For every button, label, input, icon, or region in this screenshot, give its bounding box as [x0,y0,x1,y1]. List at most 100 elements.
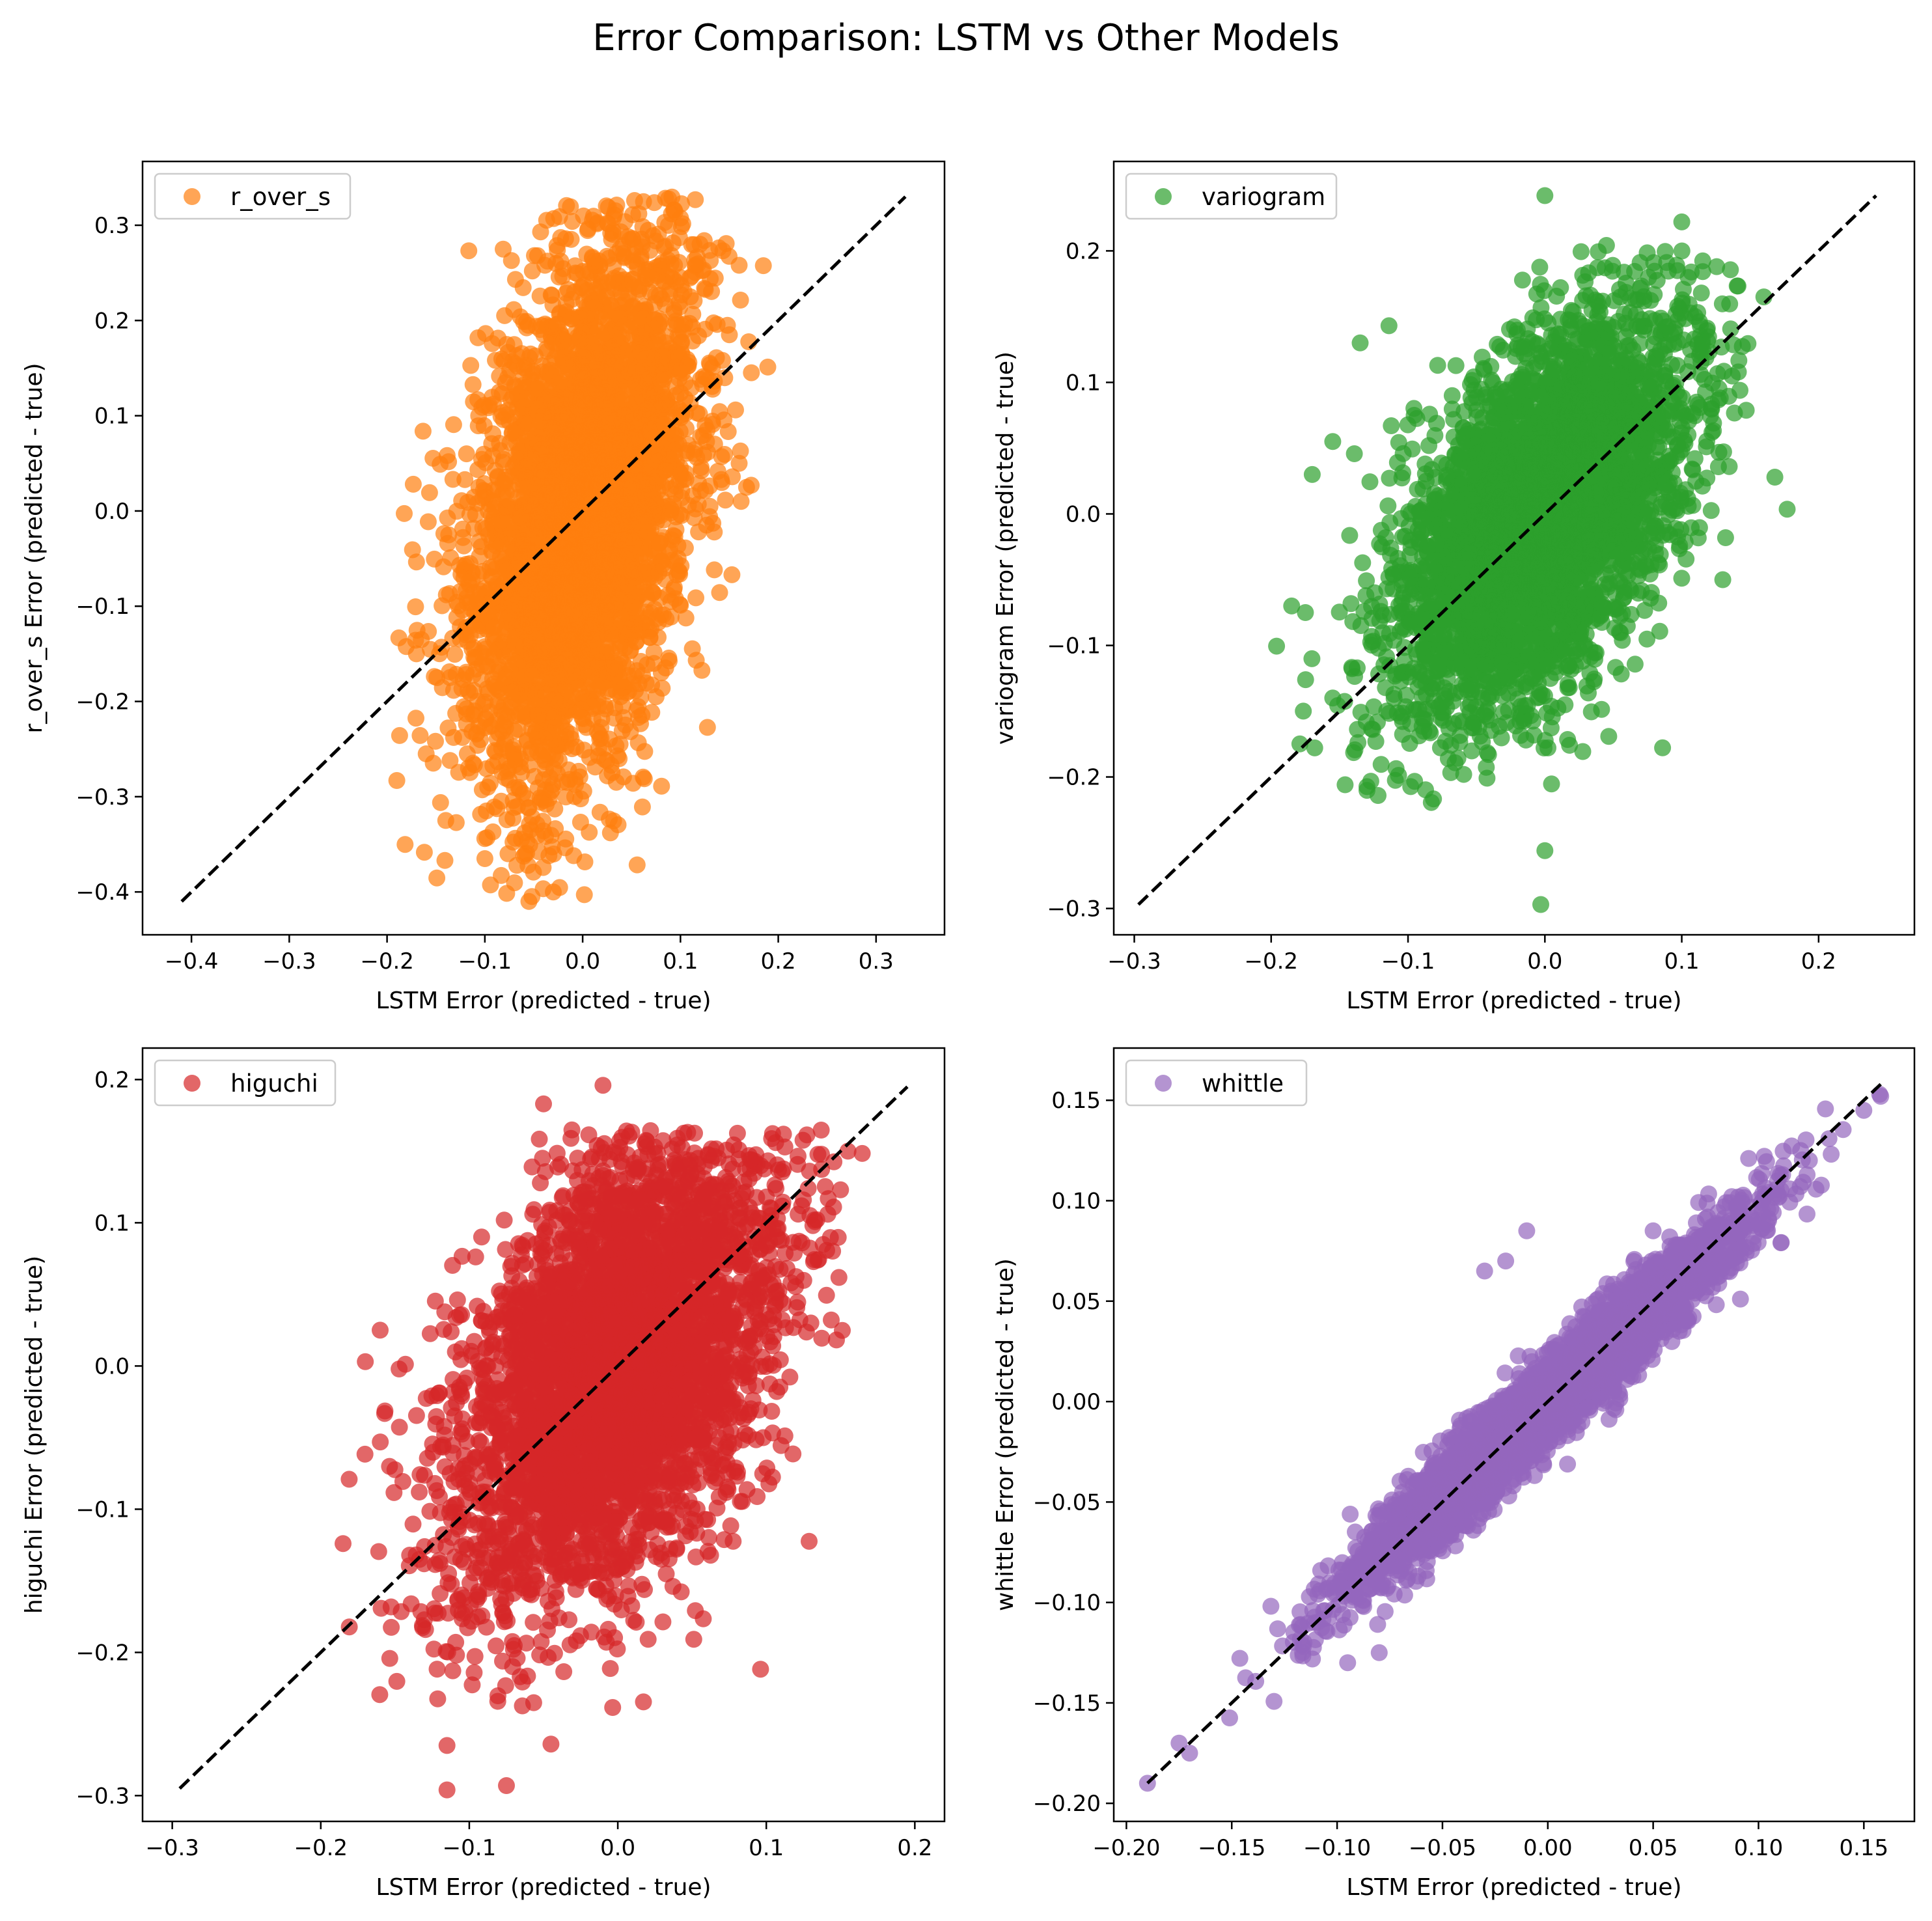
scatter-point [463,723,481,740]
scatter-point [635,193,652,210]
scatter-point [544,548,561,565]
scatter-point [470,478,488,496]
scatter-point [653,777,670,795]
scatter-point [640,370,657,388]
scatter-point [559,431,575,449]
scatter-point [676,374,694,391]
scatter-point [597,513,614,531]
scatter-point [486,798,503,816]
scatter-point [495,735,513,753]
scatter-point [504,423,521,441]
x-tick-label: −0.1 [458,948,512,974]
scatter-point [650,534,668,552]
scatter-point [612,432,629,449]
scatter-point [711,584,728,601]
scatter-point [550,268,568,286]
scatter-point [495,240,512,258]
scatter-point [579,693,597,710]
scatter-point [657,462,674,479]
scatter-point [566,542,583,559]
scatter-point [690,523,708,541]
identity-line [180,195,907,903]
scatter-point [625,615,642,633]
scatter-point [426,550,443,568]
y-tick-label: 0.3 [94,213,130,239]
scatter-point [632,538,649,556]
scatter-point [695,368,712,385]
scatter-point [513,831,531,848]
scatter-point [531,512,549,529]
scatter-point [536,781,554,799]
scatter-point [463,706,481,723]
scatter-point [576,603,594,620]
scatter-point [634,310,652,327]
scatter-point [638,512,656,530]
scatter-point [534,485,551,503]
scatter-point [453,680,471,697]
scatter-point [732,442,749,460]
scatter-point [629,381,647,398]
scatter-point [606,483,624,500]
scatter-point [437,812,454,829]
x-tick-label: −0.4 [165,948,219,974]
legend: r_over_s [154,173,352,220]
scatter-point [711,403,728,421]
scatter-point [716,369,734,387]
x-tick-label: −0.3 [262,948,316,974]
x-tick-label: 0.2 [761,948,796,974]
scatter-point [666,447,683,464]
scatter-point [476,850,493,867]
subplot-variogram: −0.3 −0.2 −0.1 0.0 0.1 0.2−0.3−0.2−0.10.00.10… [992,160,1916,1014]
scatter-point [683,640,701,657]
y-tick-label: −0.3 [76,784,130,810]
scatter-point [602,756,620,774]
scatter-point [632,715,649,732]
scatter-point [467,506,484,523]
scatter-point [677,609,695,627]
scatter-point [533,392,551,409]
scatter-point [555,333,572,350]
x-tick-label: −0.2 [360,948,414,974]
scatter-point [598,501,616,518]
scatter-point [576,853,594,870]
scatter-point [698,719,716,736]
scatter-point [482,876,499,894]
scatter-point [672,209,689,227]
scatter-point [415,844,433,861]
scatter-point [743,364,760,381]
scatter-point [523,262,541,280]
scatter-point [439,509,456,527]
scatter-point [454,529,472,546]
scatter-point [456,471,474,488]
scatter-point [627,431,644,448]
scatter-point [645,351,663,368]
scatter-point [571,768,588,786]
scatter-point [560,359,577,377]
scatter-point [534,859,552,876]
scatter-point [723,566,741,583]
scatter-point [705,314,723,331]
scatter-point [486,499,503,517]
scatter-point [662,255,680,273]
scatter-point [545,319,562,337]
scatter-point [499,401,517,419]
scatter-point [575,886,593,904]
scatter-point [622,413,639,431]
scatter-point [662,501,680,518]
scatter-point [754,257,772,275]
scatter-point [506,684,523,701]
scatter-point [563,740,581,758]
scatter-point [582,521,599,538]
scatter-point [648,610,666,628]
scatter-point [611,240,629,258]
scatter-point [417,745,435,762]
scatter-point [396,504,413,522]
scatter-point [592,677,609,695]
scatter-point [721,326,738,344]
scatter-point [404,475,422,493]
scatter-point [589,385,607,403]
scatter-point [553,773,571,791]
scatter-point [667,590,684,607]
scatter-point [421,484,438,501]
scatter-point [616,213,633,230]
